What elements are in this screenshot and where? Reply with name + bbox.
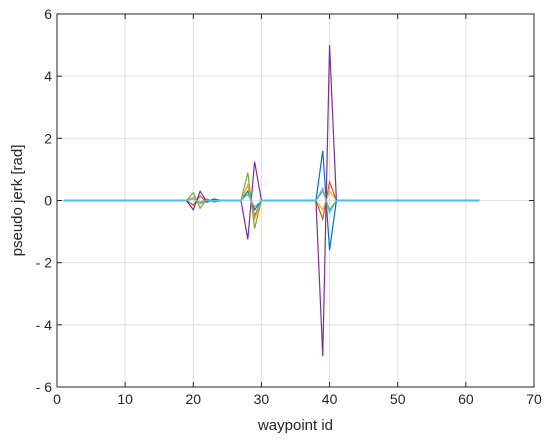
axis-ticks [56,13,535,388]
x-tick-label: 70 [526,391,542,407]
x-tick-labels: 0 10 20 30 40 50 60 70 [53,391,542,407]
y-tick-label: - 6 [36,379,53,395]
y-tick-label: 4 [44,68,52,84]
x-tick-label: 10 [117,391,133,407]
x-tick-label: 50 [390,391,406,407]
y-tick-label: 0 [44,193,52,209]
x-tick-label: 20 [185,391,201,407]
y-tick-labels: - 6 - 4 - 2 0 2 4 6 [36,6,53,395]
series-line-6 [63,186,480,215]
grid-lines [57,14,534,387]
x-tick-label: 30 [254,391,270,407]
y-tick-label: 6 [44,6,52,22]
y-tick-label: - 4 [36,317,53,333]
y-tick-label: - 2 [36,255,53,271]
x-tick-label: 0 [53,391,61,407]
x-tick-label: 60 [458,391,474,407]
x-tick-label: 40 [322,391,338,407]
y-axis-label: pseudo jerk [rad] [9,145,26,257]
x-axis-label: waypoint id [257,417,333,434]
y-tick-label: 2 [44,130,52,146]
data-series [63,45,480,356]
